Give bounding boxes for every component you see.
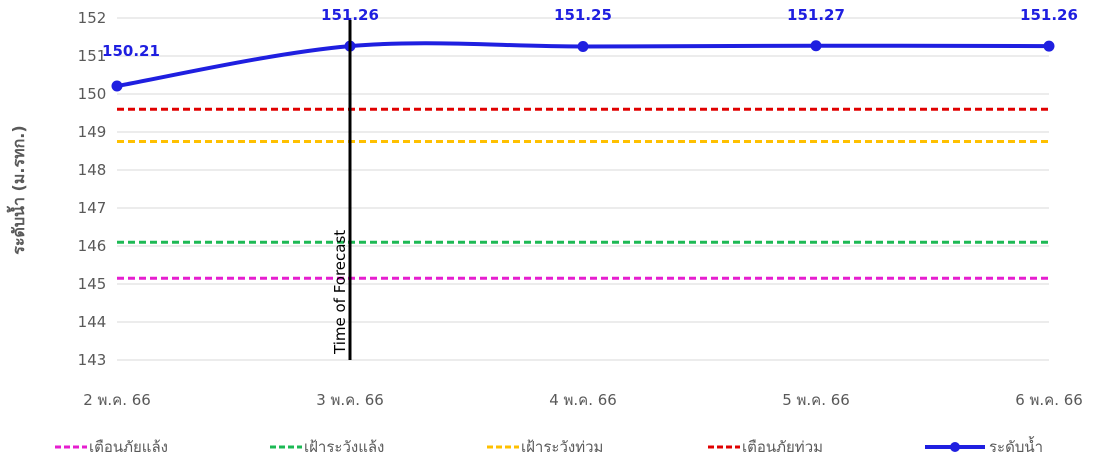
data-point	[1043, 40, 1055, 52]
legend-marker	[950, 442, 960, 452]
forecast-line-group: Time of Forecast	[331, 20, 352, 360]
forecast-line-label: Time of Forecast	[331, 230, 349, 355]
data-point	[577, 41, 589, 52]
legend-label: เตือนภัยท่วม	[742, 438, 823, 456]
data-point	[111, 80, 123, 92]
series-lines	[111, 40, 1055, 280]
legend-label: เฝ้าระวังแล้ง	[304, 438, 384, 456]
y-tick-label: 143	[78, 351, 107, 369]
y-tick-label: 149	[78, 123, 107, 141]
x-tick-label: 5 พ.ค. 66	[782, 391, 850, 409]
x-tick-label: 4 พ.ค. 66	[549, 391, 617, 409]
y-tick-label: 147	[78, 199, 107, 217]
y-tick-label: 144	[78, 313, 107, 331]
legend-label: เฝ้าระวังท่วม	[521, 438, 603, 456]
y-tick-label: 151	[78, 47, 107, 65]
gridlines	[117, 17, 1049, 361]
x-tick-label: 6 พ.ค. 66	[1015, 391, 1083, 409]
y-tick-label: 152	[78, 9, 107, 27]
data-point	[810, 40, 822, 52]
data-label: 151.26	[1020, 6, 1078, 24]
y-tick-label: 148	[78, 161, 107, 179]
data-label: 151.26	[321, 6, 379, 24]
y-tick-label: 145	[78, 275, 107, 293]
legend: เตือนภัยแล้ง เฝ้าระวังแล้ง เฝ้าระวังท่วม เต…	[55, 436, 1043, 456]
y-tick-label: 146	[78, 237, 107, 255]
data-labels: 150.21 151.26 151.25 151.27 151.26	[102, 6, 1078, 60]
data-label: 151.25	[554, 6, 612, 24]
x-axis-ticks: 2 พ.ค. 66 3 พ.ค. 66 4 พ.ค. 66 5 พ.ค. 66 6 พ.…	[83, 391, 1083, 409]
y-tick-label: 150	[78, 85, 107, 103]
legend-label: ระดับน้ำ	[989, 436, 1043, 456]
legend-label: เตือนภัยแล้ง	[89, 438, 168, 456]
x-tick-label: 3 พ.ค. 66	[316, 391, 384, 409]
x-tick-label: 2 พ.ค. 66	[83, 391, 151, 409]
y-axis-ticks: 143 144 145 146 147 148 149 150 151 152	[78, 9, 107, 369]
data-label: 151.27	[787, 6, 845, 24]
y-axis-label: ระดับน้ำ (ม.รทก.)	[6, 125, 28, 254]
data-label: 150.21	[102, 42, 160, 60]
